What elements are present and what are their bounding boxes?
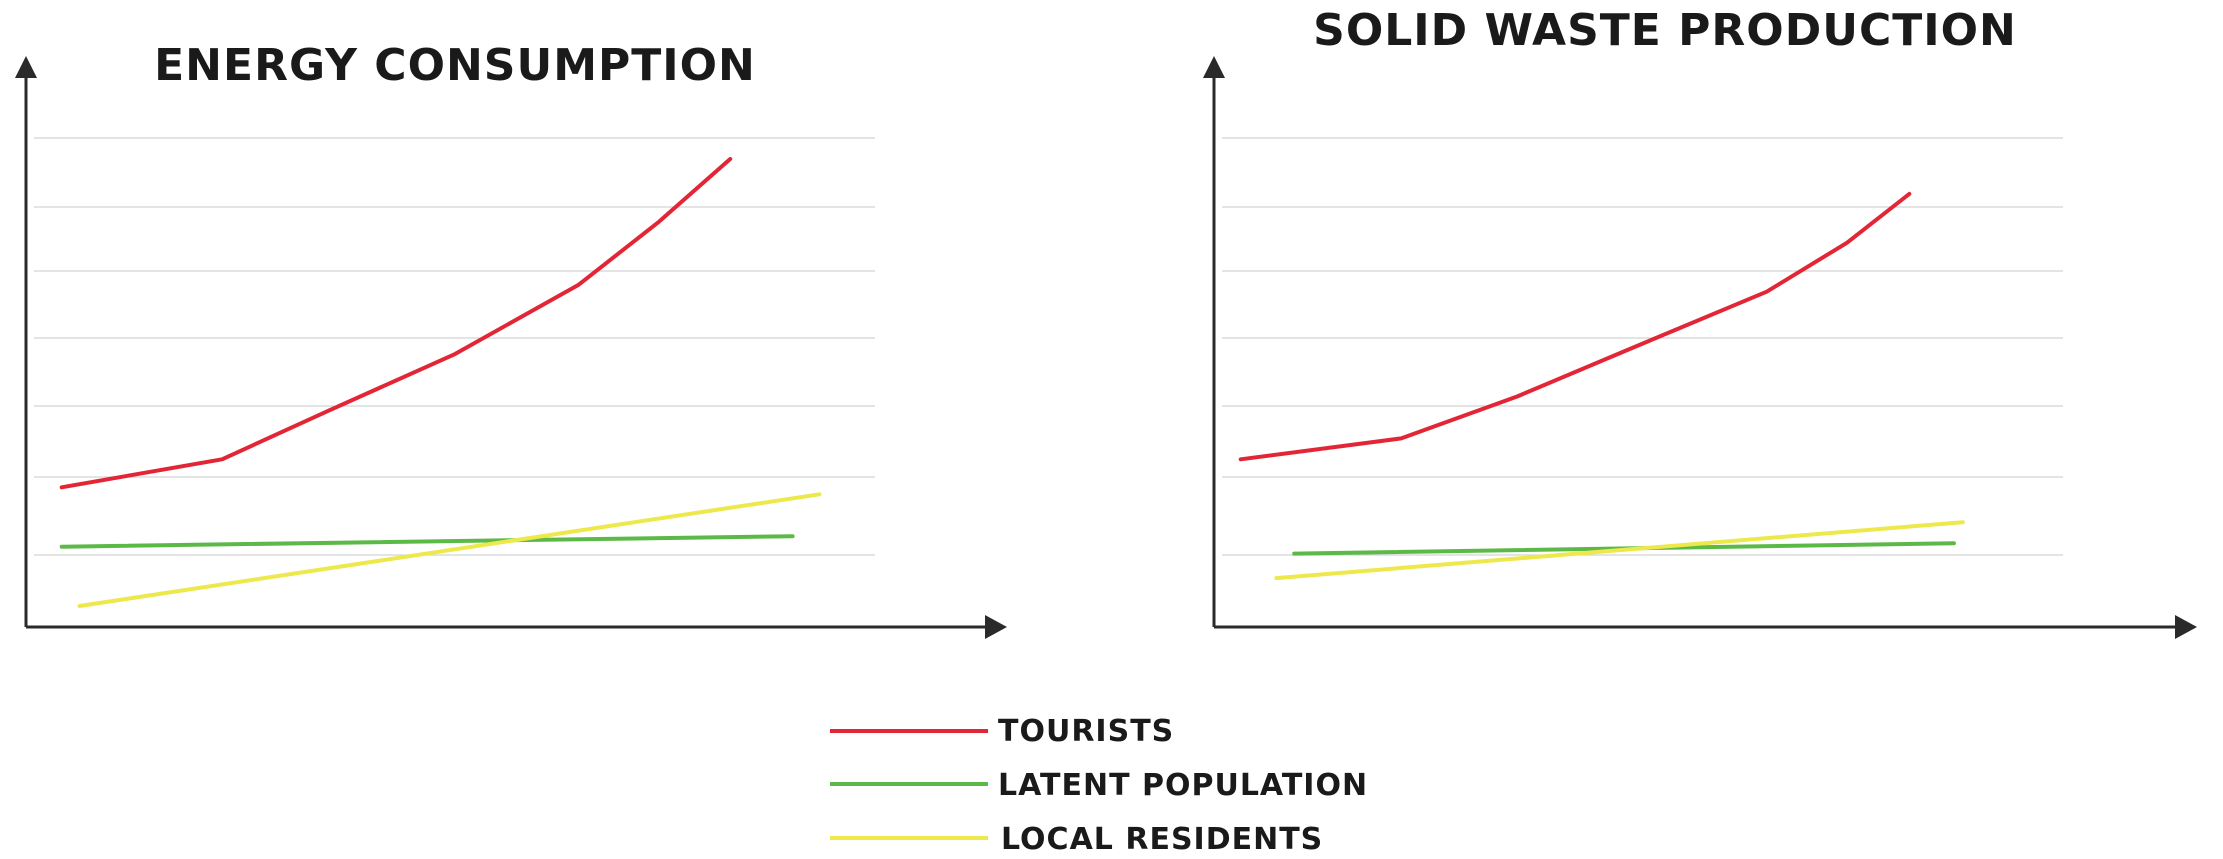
legend-label-tourists: TOURISTS <box>998 714 1174 749</box>
legend-item-latent-population: LATENT POPULATION <box>830 768 1368 803</box>
y-axis-arrow-icon <box>15 56 37 78</box>
gridlines <box>34 137 875 556</box>
legend-item-tourists: TOURISTS <box>830 714 1174 749</box>
y-axis-arrow-icon <box>1203 56 1225 78</box>
legend: TOURISTS LATENT POPULATION LOCAL RESIDEN… <box>830 714 1368 857</box>
axes <box>1203 56 2197 639</box>
axes <box>15 56 1007 639</box>
gridlines <box>1222 137 2063 556</box>
chart-title-energy-consumption: ENERGY CONSUMPTION <box>154 40 756 91</box>
series-lines <box>59 157 822 608</box>
series-line-tourists <box>59 157 733 490</box>
legend-item-local-residents: LOCAL RESIDENTS <box>830 822 1323 857</box>
legend-label-local-residents: LOCAL RESIDENTS <box>1001 822 1323 857</box>
series-line-latent-population <box>59 534 795 549</box>
x-axis-arrow-icon <box>2175 615 2197 639</box>
series-line-local-residents <box>1274 520 1965 581</box>
series-lines <box>1238 191 1965 581</box>
chart-title-solid-waste-production: SOLID WASTE PRODUCTION <box>1313 5 2017 56</box>
series-line-local-residents <box>77 492 822 608</box>
energy-consumption-chart: ENERGY CONSUMPTION <box>15 40 1007 639</box>
series-line-tourists <box>1238 191 1912 462</box>
legend-label-latent-population: LATENT POPULATION <box>998 768 1368 803</box>
solid-waste-production-chart: SOLID WASTE PRODUCTION <box>1203 5 2197 639</box>
x-axis-arrow-icon <box>985 615 1007 639</box>
